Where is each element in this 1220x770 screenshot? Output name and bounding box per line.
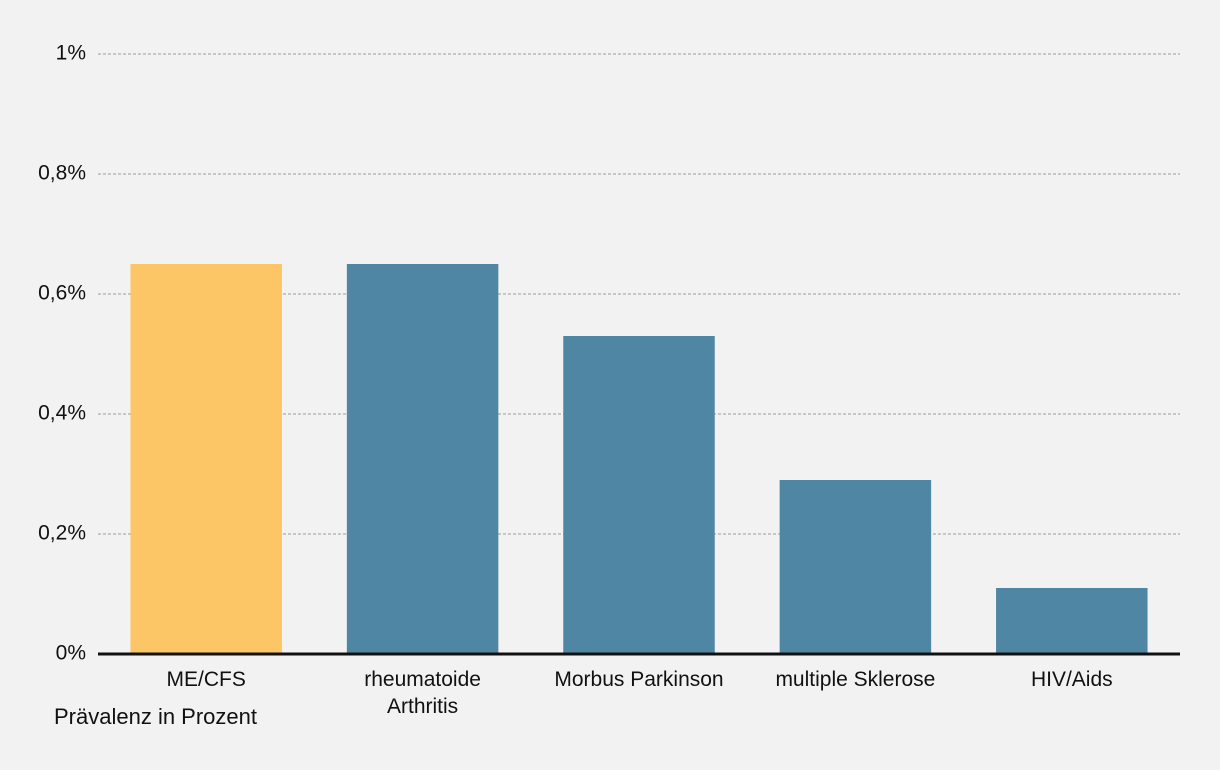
y-tick-label: 0% [56, 642, 86, 665]
bar [130, 264, 282, 654]
x-tick-label: rheumatoide Arthritis [364, 668, 481, 718]
y-tick-label: 0,8% [38, 162, 86, 185]
bar [996, 588, 1148, 654]
y-tick-label: 0,2% [38, 522, 86, 545]
y-tick-label: 0,4% [38, 402, 86, 425]
x-tick-label: HIV/Aids [1030, 668, 1113, 691]
x-tick-label: multiple Sklerose [775, 668, 936, 691]
x-tick-label: ME/CFS [166, 668, 246, 691]
bar [779, 480, 932, 654]
bar [563, 336, 715, 654]
y-tick-label: 1% [56, 42, 86, 65]
y-tick-label: 0,6% [38, 282, 86, 305]
x-tick-label: Morbus Parkinson [554, 668, 724, 691]
bar [346, 264, 499, 654]
x-axis-label: Prävalenz in Prozent [54, 704, 257, 729]
